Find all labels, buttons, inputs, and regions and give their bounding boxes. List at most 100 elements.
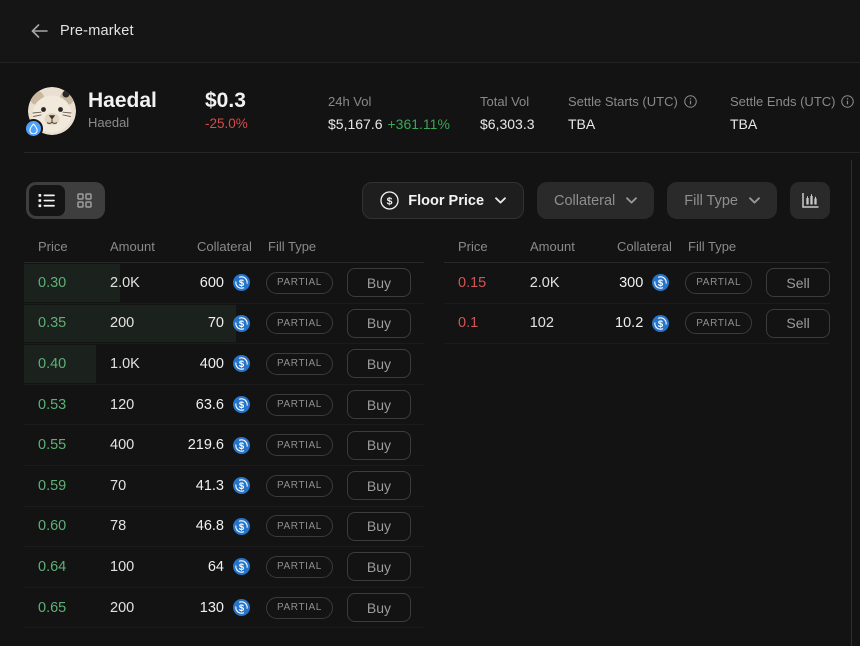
svg-text:$: $ <box>239 603 245 614</box>
token-info-bar: Haedal Haedal $0.3 -25.0% 24h Vol $5,167… <box>0 63 860 153</box>
usdc-icon: $ <box>233 477 250 495</box>
buy-button[interactable]: Buy <box>346 593 411 623</box>
fill-type-badge: PARTIAL <box>266 515 333 538</box>
order-amount: 1.0K <box>110 355 140 372</box>
order-price: 0.40 <box>38 355 67 372</box>
column-collateral: Collateral <box>617 239 672 254</box>
back-button[interactable] <box>27 19 51 43</box>
chevron-down-icon <box>495 197 506 204</box>
chevron-down-icon <box>626 197 638 204</box>
order-amount: 2.0K <box>529 274 560 291</box>
order-amount: 400 <box>110 437 135 454</box>
list-view-icon <box>38 194 56 208</box>
sell-button[interactable]: Sell <box>766 308 830 338</box>
order-collateral: 10.2 <box>615 315 644 332</box>
order-row: 0.55 400 219.6 $ PARTIAL Buy <box>24 425 424 466</box>
sui-drop-icon <box>29 123 38 134</box>
floor-price-dropdown[interactable]: $ Floor Price <box>362 182 525 219</box>
info-icon[interactable] <box>841 95 855 108</box>
settle-starts-value: TBA <box>568 116 596 132</box>
order-collateral: 70 <box>207 315 224 332</box>
fill-type-filter-label: Fill Type <box>684 192 738 209</box>
grid-view-button[interactable] <box>67 185 103 216</box>
usdc-icon: $ <box>233 436 250 454</box>
chevron-down-icon <box>749 197 760 204</box>
order-collateral: 64 <box>207 558 224 575</box>
buy-rows: 0.30 2.0K 600 $ PARTIAL Buy 0.35 200 70 … <box>24 263 424 628</box>
order-price: 0.35 <box>38 315 67 332</box>
buy-table-header: Price Amount Collateral Fill Type <box>24 239 424 263</box>
usdc-icon: $ <box>233 396 250 414</box>
svg-text:$: $ <box>239 278 245 289</box>
buy-button[interactable]: Buy <box>346 552 411 582</box>
list-view-button[interactable] <box>29 185 65 216</box>
order-row: 0.64 100 64 $ PARTIAL Buy <box>24 547 424 588</box>
buy-button[interactable]: Buy <box>346 268 411 298</box>
vol24-change: +361.11% <box>387 116 450 132</box>
fill-type-badge: PARTIAL <box>266 596 333 619</box>
buy-button[interactable]: Buy <box>346 430 411 460</box>
buy-button[interactable]: Buy <box>346 349 411 379</box>
token-price-block: $0.3 -25.0% <box>205 63 328 153</box>
column-fill-type: Fill Type <box>268 239 317 254</box>
fill-type-badge: PARTIAL <box>685 271 753 294</box>
order-price: 0.30 <box>38 274 67 291</box>
sell-button[interactable]: Sell <box>766 268 830 298</box>
scrollbar[interactable] <box>851 160 852 646</box>
fill-type-badge: PARTIAL <box>266 555 333 578</box>
fill-type-badge: PARTIAL <box>685 312 753 335</box>
chart-view-button[interactable] <box>790 182 830 219</box>
order-row: 0.40 1.0K 400 $ PARTIAL Buy <box>24 344 424 385</box>
token-price: $0.3 <box>205 89 246 112</box>
order-row: 0.1 102 10.2 $ PARTIAL Sell <box>444 304 830 345</box>
fill-type-badge: PARTIAL <box>266 434 333 457</box>
svg-text:$: $ <box>658 278 664 289</box>
fill-type-dropdown[interactable]: Fill Type <box>667 182 777 219</box>
info-icon[interactable] <box>684 95 697 108</box>
collateral-dropdown[interactable]: Collateral <box>537 182 655 219</box>
token-stats: 24h Vol $5,167.6 +361.11% Total Vol $6,30… <box>328 63 855 153</box>
stat-24h-vol-value: $5,167.6 +361.11% <box>328 116 480 133</box>
arrow-left-icon <box>31 24 48 38</box>
order-price: 0.64 <box>38 558 67 575</box>
stat-settle-starts: Settle Starts (UTC) TBA <box>568 94 730 153</box>
token-name-block: Haedal Haedal <box>88 63 205 153</box>
svg-text:$: $ <box>239 400 245 411</box>
buy-button[interactable]: Buy <box>346 511 411 541</box>
usdc-icon: $ <box>652 274 670 292</box>
order-collateral: 46.8 <box>195 518 224 535</box>
order-collateral: 41.3 <box>195 477 224 494</box>
order-amount: 78 <box>110 518 127 535</box>
order-price: 0.55 <box>38 437 67 454</box>
sell-table-header: Price Amount Collateral Fill Type <box>444 239 830 263</box>
usdc-icon: $ <box>233 274 250 292</box>
orderbook-toolbar: $ Floor Price Collateral Fill Type <box>26 182 830 219</box>
svg-text:$: $ <box>239 562 245 573</box>
order-price: 0.15 <box>458 274 487 291</box>
sell-rows: 0.15 2.0K 300 $ PARTIAL Sell 0.1 102 10.… <box>444 263 830 344</box>
buy-button[interactable]: Buy <box>346 308 411 338</box>
sell-orders-table: Price Amount Collateral Fill Type 0.15 2… <box>444 239 830 628</box>
fill-type-badge: PARTIAL <box>266 393 333 416</box>
column-price: Price <box>38 239 68 254</box>
buy-button[interactable]: Buy <box>346 390 411 420</box>
order-collateral: 130 <box>199 599 224 616</box>
order-row: 0.59 70 41.3 $ PARTIAL Buy <box>24 466 424 507</box>
usdc-icon: $ <box>233 517 250 535</box>
buy-button[interactable]: Buy <box>346 471 411 501</box>
order-row: 0.35 200 70 $ PARTIAL Buy <box>24 304 424 345</box>
fill-type-badge: PARTIAL <box>266 352 333 375</box>
token-avatar <box>24 87 76 138</box>
order-row: 0.65 200 130 $ PARTIAL Buy <box>24 588 424 629</box>
usdc-icon: $ <box>233 558 250 576</box>
candlestick-chart-icon <box>801 193 818 208</box>
column-amount: Amount <box>530 239 575 254</box>
svg-text:$: $ <box>239 359 245 370</box>
order-collateral: 63.6 <box>195 396 224 413</box>
view-toggle <box>26 182 105 219</box>
order-price: 0.53 <box>38 396 67 413</box>
token-name: Haedal <box>88 89 157 112</box>
usdc-icon: $ <box>233 355 250 373</box>
order-amount: 200 <box>110 315 135 332</box>
usdc-icon: $ <box>233 314 250 332</box>
